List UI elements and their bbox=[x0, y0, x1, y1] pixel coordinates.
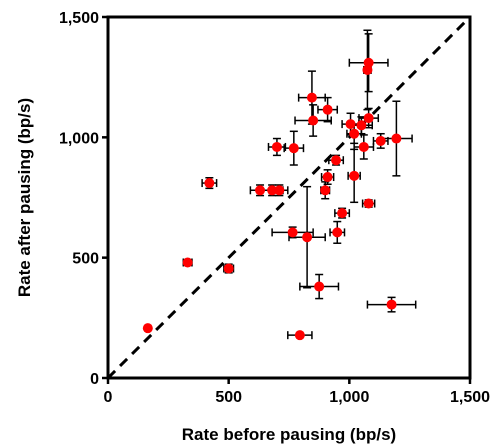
data-point bbox=[294, 330, 305, 341]
data-point bbox=[363, 113, 374, 124]
y-tick-label: 1,500 bbox=[59, 10, 99, 27]
data-point bbox=[223, 263, 234, 274]
data-point bbox=[255, 185, 266, 196]
y-axis-ticks: 0 500 1,000 1,500 bbox=[59, 10, 108, 388]
data-point bbox=[375, 135, 386, 146]
data-point bbox=[142, 323, 153, 334]
data-point bbox=[322, 172, 333, 183]
data-point bbox=[267, 185, 278, 196]
data-point bbox=[386, 299, 397, 310]
x-axis-ticks: 0 500 1,000 1,500 bbox=[104, 378, 490, 406]
data-point bbox=[322, 104, 333, 115]
identity-reference-line bbox=[106, 15, 472, 380]
data-point bbox=[288, 143, 299, 154]
data-point bbox=[308, 115, 319, 126]
data-points bbox=[142, 57, 402, 341]
data-point bbox=[358, 141, 369, 152]
data-point bbox=[363, 198, 374, 209]
axes bbox=[106, 15, 472, 380]
data-point bbox=[182, 257, 193, 268]
x-tick-label: 1,500 bbox=[450, 389, 490, 406]
data-point bbox=[332, 227, 343, 238]
data-point bbox=[320, 185, 331, 196]
y-axis-title: Rate after pausing (bp/s) bbox=[15, 98, 34, 297]
x-tick-label: 1,000 bbox=[329, 389, 369, 406]
data-point bbox=[314, 281, 325, 292]
data-point bbox=[287, 227, 298, 238]
data-point bbox=[345, 119, 356, 130]
data-point bbox=[302, 232, 313, 243]
y-tick-label: 500 bbox=[72, 251, 99, 268]
data-point bbox=[349, 128, 360, 139]
data-point bbox=[306, 92, 317, 103]
data-point bbox=[331, 155, 342, 166]
data-point bbox=[337, 208, 348, 219]
error-bars bbox=[182, 29, 417, 340]
data-point bbox=[363, 57, 374, 68]
data-point bbox=[356, 120, 367, 131]
data-point bbox=[274, 185, 285, 196]
y-tick-label: 0 bbox=[90, 371, 99, 388]
data-point bbox=[204, 178, 215, 189]
y-tick-label: 1,000 bbox=[59, 130, 99, 147]
data-point bbox=[349, 170, 360, 181]
data-point bbox=[391, 133, 402, 144]
x-tick-label: 500 bbox=[215, 389, 242, 406]
x-tick-label: 0 bbox=[104, 389, 113, 406]
data-point bbox=[271, 141, 282, 152]
x-axis-title: Rate before pausing (bp/s) bbox=[182, 425, 396, 444]
